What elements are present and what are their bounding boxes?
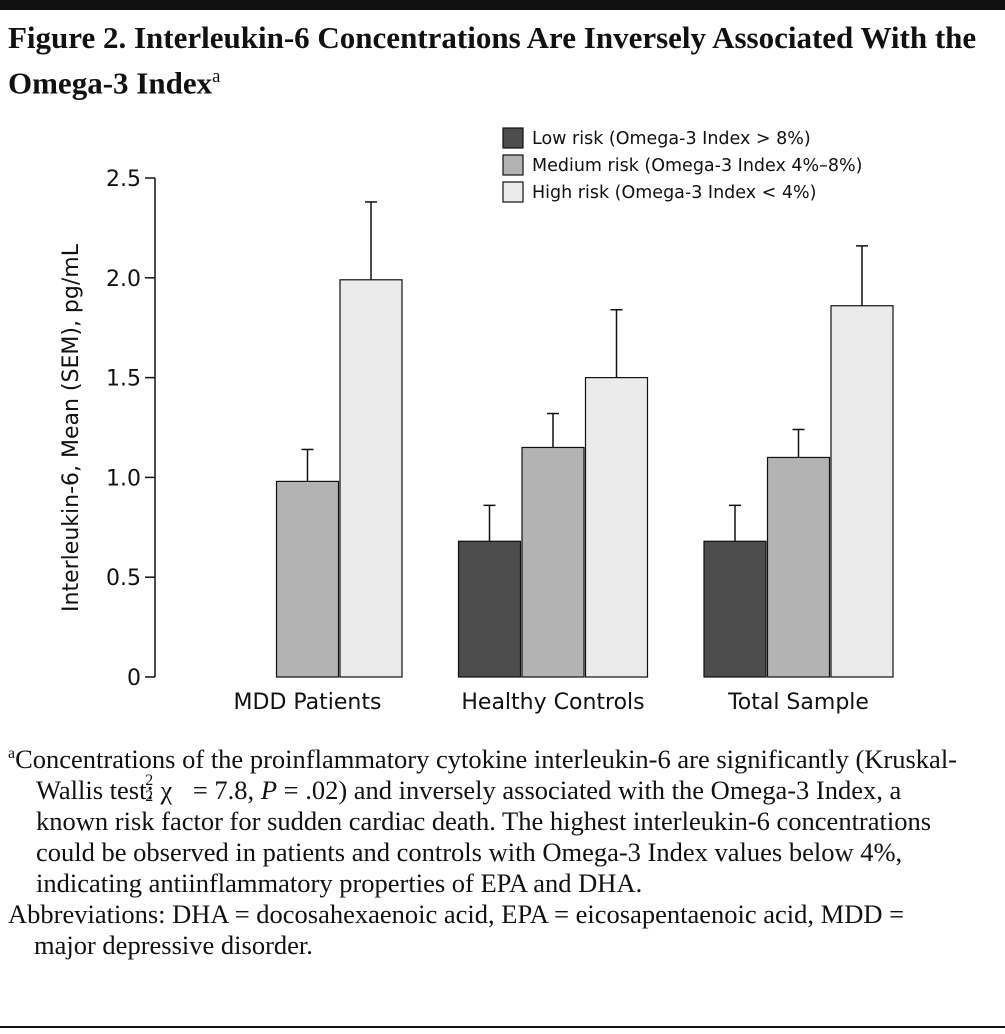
y-axis-label: Interleukin-6, Mean (SEM), pg/mL (59, 243, 84, 612)
abbreviations: Abbreviations: DHA = docosahexaenoic aci… (8, 898, 905, 960)
footnote-text: = .02) and inversely associated with the… (36, 774, 932, 898)
x-tick-label: Total Sample (727, 690, 869, 715)
bar (766, 456, 831, 678)
bar (275, 480, 340, 678)
p-symbol: P (260, 774, 277, 805)
bar (339, 279, 403, 678)
legend-swatch (502, 154, 524, 176)
figure-title: Figure 2. Interleukin-6 Concentrations A… (8, 18, 988, 102)
bottom-rule (0, 1026, 1005, 1028)
bar (457, 540, 522, 678)
x-tick-label: Healthy Controls (461, 690, 644, 715)
y-tick-label: 2.5 (106, 167, 141, 192)
legend-label: Medium risk (Omega-3 Index 4%–8%) (532, 156, 863, 176)
y-tick-label: 2.0 (106, 267, 141, 292)
x-tick-label: MDD Patients (234, 690, 382, 715)
y-tick-label: 1.0 (106, 466, 141, 491)
bar (521, 446, 585, 678)
y-tick-label: 0.5 (106, 566, 141, 591)
notes: aConcentrations of the proinflammatory c… (8, 738, 958, 961)
y-tick-label: 1.5 (106, 367, 141, 392)
footnote-text: = 7.8, (186, 774, 261, 805)
chart: 0 0.5 1.0 1.5 2.0 2.5 Interleukin-6, Mean (SEM… (59, 127, 894, 715)
legend-label: Low risk (Omega-3 Index > 8%) (532, 129, 811, 149)
bar (703, 540, 767, 678)
y-tick-label: 0 (127, 666, 141, 691)
chi-indices: ​22 (145, 771, 154, 805)
footnote-text: Concentrations of the proinflammatory cy… (15, 743, 958, 805)
bar (830, 305, 894, 678)
top-rule (0, 0, 1005, 10)
footnote-marker: a (8, 745, 16, 762)
legend-label: High risk (Omega-3 Index < 4%) (532, 183, 816, 203)
title-text: Figure 2. Interleukin-6 Concentrations A… (8, 20, 977, 101)
bar (584, 377, 649, 678)
title-marker: a (212, 66, 221, 87)
footnote: aConcentrations of the proinflammatory c… (8, 738, 958, 899)
legend-swatch (502, 181, 524, 203)
legend-swatch (502, 127, 524, 149)
